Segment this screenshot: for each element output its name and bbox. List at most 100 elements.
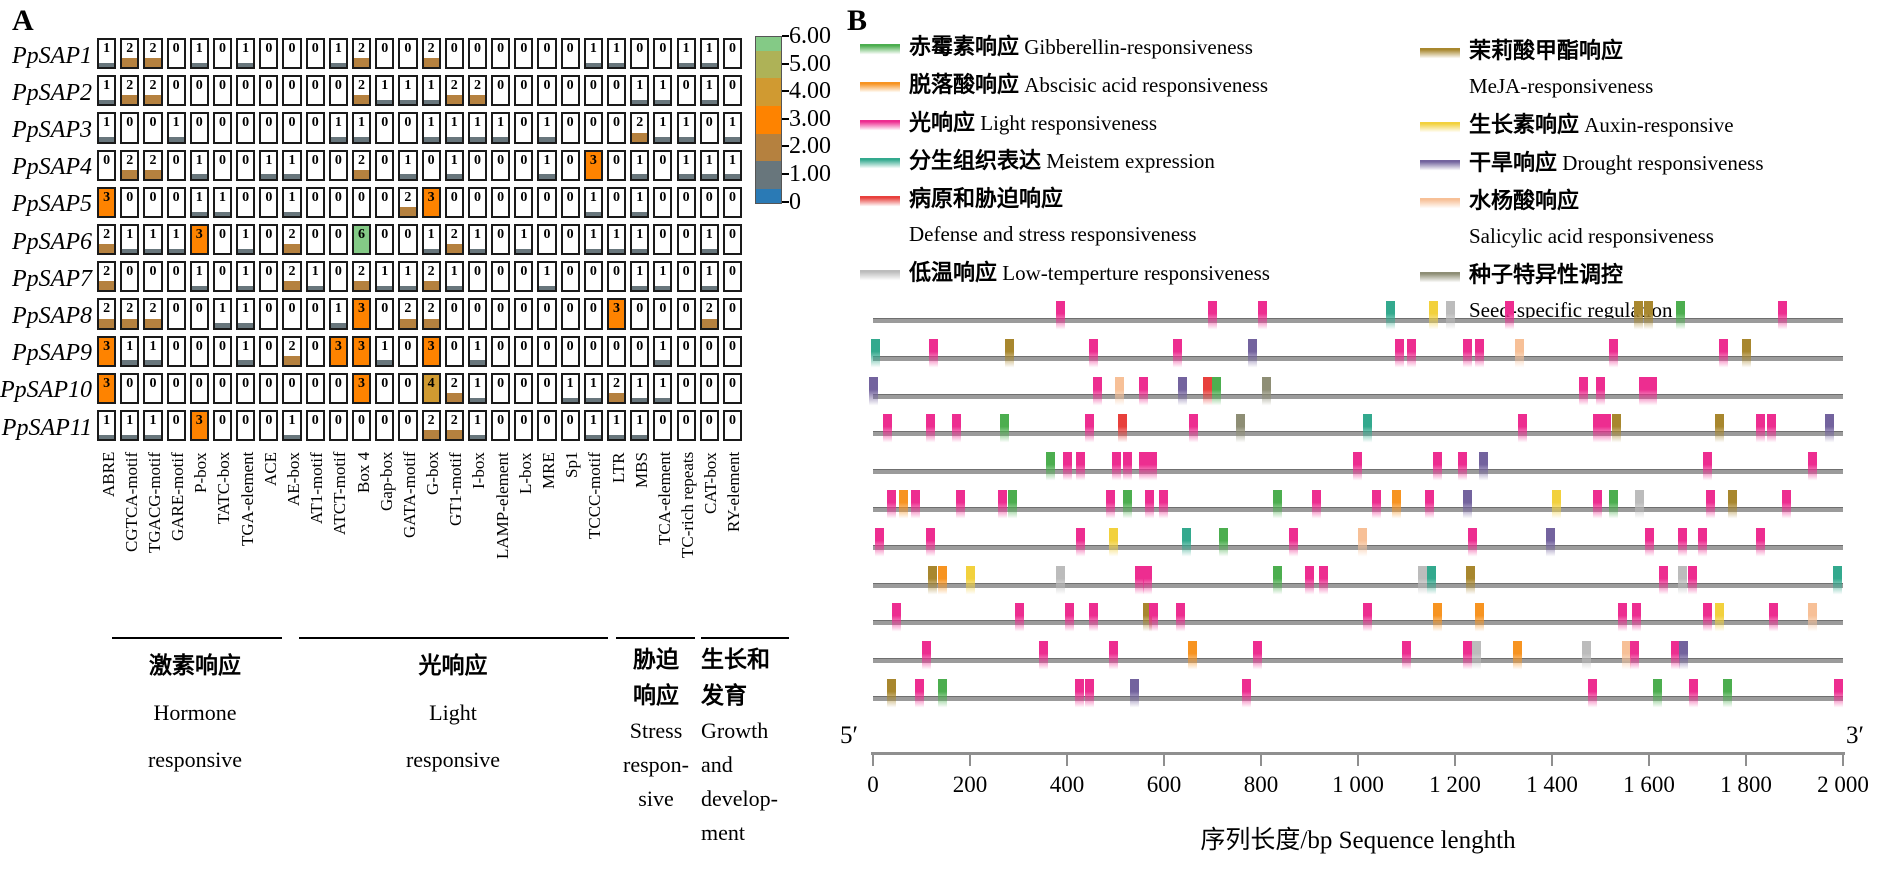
heatmap-cell-value: 1 bbox=[288, 152, 296, 168]
cis-element-mark-light bbox=[1062, 452, 1072, 483]
heatmap-cell: 0 bbox=[722, 335, 743, 367]
heatmap-cell: 0 bbox=[583, 298, 603, 330]
cis-element-mark-light bbox=[1702, 452, 1712, 483]
heatmap-cell-value: 1 bbox=[728, 115, 736, 131]
heatmap-cell: 2 bbox=[143, 298, 163, 330]
heatmap-cell: 0 bbox=[676, 224, 696, 256]
cis-element-mark-meja bbox=[1465, 565, 1475, 596]
heatmap-cell-value: 0 bbox=[497, 41, 505, 56]
heatmap-cell-bar bbox=[191, 285, 207, 291]
heatmap-cell: 0 bbox=[514, 112, 534, 144]
heatmap-cell-bar bbox=[400, 99, 416, 105]
heatmap-cell-value: 0 bbox=[589, 338, 597, 354]
heatmap-cell: 2 bbox=[398, 186, 418, 218]
heatmap-cell: 3 bbox=[351, 298, 372, 330]
heatmap-cell-bar bbox=[99, 62, 115, 68]
heatmap-cell-bar bbox=[284, 174, 300, 179]
cis-element-mark-light bbox=[1038, 641, 1048, 672]
heatmap-cell-bar bbox=[99, 99, 115, 105]
heatmap-cell: 0 bbox=[212, 410, 233, 442]
cis-element-mark-light bbox=[1670, 641, 1680, 672]
heatmap-cell: 1 bbox=[398, 75, 418, 107]
heatmap-cell: 0 bbox=[560, 261, 580, 293]
cis-element-mark-light bbox=[1288, 527, 1298, 558]
heatmap-cell: 0 bbox=[699, 112, 719, 144]
legend-item: 低温响应 Low-temperture responsiveness bbox=[860, 254, 1270, 292]
heatmap-cell: 0 bbox=[653, 224, 673, 256]
heatmap-cell-value: 1 bbox=[520, 227, 528, 242]
heatmap-cell: 2 bbox=[467, 75, 488, 107]
heatmap-cell: 0 bbox=[630, 298, 650, 330]
heatmap-cell: 2 bbox=[282, 224, 302, 256]
cis-element-mark-mer bbox=[1385, 301, 1395, 331]
legend-swatch-seed bbox=[1420, 271, 1460, 283]
heatmap-cell: 0 bbox=[166, 186, 186, 218]
heatmap-cell: 0 bbox=[560, 186, 580, 218]
heatmap-cell-value: 0 bbox=[288, 301, 296, 317]
heatmap-cell: 1 bbox=[143, 224, 163, 256]
heatmap-cell: 0 bbox=[282, 38, 302, 70]
heatmap-cell: 0 bbox=[444, 38, 464, 70]
heatmap-cell-value: 0 bbox=[566, 78, 574, 94]
heatmap-cell-value: 0 bbox=[659, 413, 667, 428]
heatmap-cell: 0 bbox=[467, 186, 488, 218]
heatmap-cell-value: 0 bbox=[126, 375, 134, 391]
cis-element-mark-mer bbox=[870, 338, 880, 369]
heatmap-cell-value: 1 bbox=[427, 227, 435, 242]
heatmap-cell: 0 bbox=[722, 75, 743, 107]
heatmap-cell: 2 bbox=[444, 224, 464, 256]
axis-tick-label: 1 800 bbox=[1720, 772, 1772, 797]
cis-element-mark-sal bbox=[1622, 641, 1632, 672]
heatmap-cell: 1 bbox=[630, 224, 650, 256]
cis-element-mark-light bbox=[1112, 452, 1122, 483]
heatmap-cell-value: 2 bbox=[705, 301, 713, 317]
legend-swatch-gib bbox=[860, 43, 900, 55]
heatmap-cell: 0 bbox=[560, 149, 580, 181]
axis-tick bbox=[1163, 753, 1165, 766]
legend-label-zh: 赤霉素响应 bbox=[909, 34, 1020, 59]
heatmap-cell-bar bbox=[238, 62, 254, 68]
cis-element-mark-light bbox=[1462, 338, 1472, 369]
heatmap-cell-value: 1 bbox=[636, 189, 644, 205]
heatmap-cell-bar bbox=[678, 174, 694, 179]
heatmap-cell: 0 bbox=[328, 372, 348, 404]
cis-element-mark-abs bbox=[1432, 603, 1442, 634]
heatmap-cell-value: 1 bbox=[543, 152, 551, 168]
heatmap-cell: 0 bbox=[189, 112, 209, 144]
heatmap-cell-value: 0 bbox=[566, 41, 574, 56]
heatmap-cell-bar bbox=[423, 430, 439, 440]
cis-element-mark-meja bbox=[1143, 603, 1152, 634]
heatmap-cell-value: 0 bbox=[497, 78, 505, 94]
cis-element-mark-dro bbox=[1248, 338, 1258, 369]
heatmap-cell: 0 bbox=[97, 149, 117, 181]
cis-element-mark-mer bbox=[1832, 565, 1842, 596]
heatmap-cell-value: 0 bbox=[172, 375, 180, 391]
cis-element-mark-light bbox=[1252, 641, 1262, 672]
heatmap-cell-bar bbox=[377, 285, 393, 291]
cis-element-mark-low bbox=[1472, 641, 1482, 672]
colorbar-tick bbox=[782, 90, 789, 93]
cis-element-mark-light bbox=[1687, 565, 1697, 596]
group-label-en-line: Stress bbox=[629, 718, 683, 743]
heatmap-cell: 0 bbox=[444, 298, 464, 330]
heatmap-cell-bar bbox=[585, 151, 601, 179]
heatmap-cell-bar bbox=[191, 174, 207, 179]
heatmap-cell-value: 0 bbox=[311, 78, 319, 94]
heatmap-cell: 2 bbox=[421, 410, 441, 442]
heatmap-cell-value: 1 bbox=[682, 152, 690, 168]
heatmap-cell: 0 bbox=[166, 372, 186, 404]
heatmap-cell: 2 bbox=[630, 112, 650, 144]
heatmap-cell-value: 0 bbox=[728, 375, 736, 391]
legend-left: 赤霉素响应 Gibberellin-responsiveness 脱落酸响应 Ab… bbox=[860, 28, 1270, 292]
heatmap-cell: 0 bbox=[514, 298, 534, 330]
heatmap-cell-bar bbox=[632, 99, 648, 105]
legend-swatch-low bbox=[860, 269, 900, 281]
heatmap-cell-bar bbox=[655, 137, 671, 142]
heatmap-cell: 1 bbox=[236, 261, 256, 293]
heatmap-group-bracket bbox=[616, 637, 695, 639]
gene-track-line bbox=[873, 696, 1843, 701]
heatmap-cell-value: 1 bbox=[334, 115, 342, 131]
cis-element-mark-light bbox=[952, 414, 962, 445]
heatmap-cell-value: 0 bbox=[126, 189, 134, 205]
heatmap-cell: 0 bbox=[398, 335, 418, 367]
